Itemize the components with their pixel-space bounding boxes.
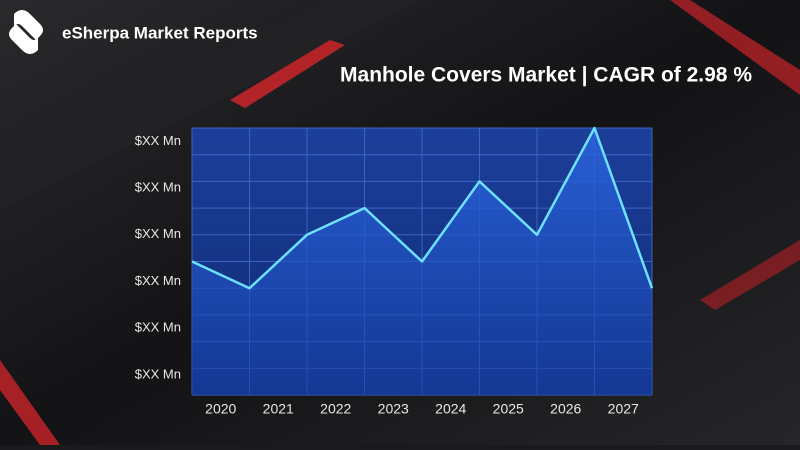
- x-tick-label: 2022: [320, 401, 351, 417]
- y-tick-label: $XX Mn: [135, 320, 181, 335]
- red-streak: [700, 240, 800, 310]
- x-tick-label: 2020: [205, 401, 236, 417]
- x-tick-label: 2026: [550, 401, 581, 417]
- x-tick-label: 2024: [435, 401, 466, 417]
- y-tick-label: $XX Mn: [135, 273, 181, 288]
- line: [191, 126, 654, 290]
- logo-shape: [9, 24, 38, 54]
- red-streak: [0, 360, 60, 445]
- x-tick-label: 2023: [378, 401, 409, 417]
- red-streak: [230, 40, 345, 108]
- x-tick-label: 2021: [263, 401, 294, 417]
- chart-title: Manhole Covers Market | CAGR of 2.98 %: [340, 64, 752, 87]
- red-streak: [670, 0, 800, 95]
- logo: [9, 10, 43, 54]
- y-tick-label: $XX Mn: [135, 180, 181, 195]
- y-tick-label: $XX Mn: [135, 366, 181, 381]
- x-tick-label: 2027: [608, 401, 639, 417]
- x-tick-label: 2025: [493, 401, 524, 417]
- logo-shape: [14, 10, 43, 40]
- y-tick-label: $XX Mn: [135, 133, 181, 148]
- y-tick-label: $XX Mn: [135, 226, 181, 241]
- brand: eSherpa Market Reports: [62, 23, 258, 42]
